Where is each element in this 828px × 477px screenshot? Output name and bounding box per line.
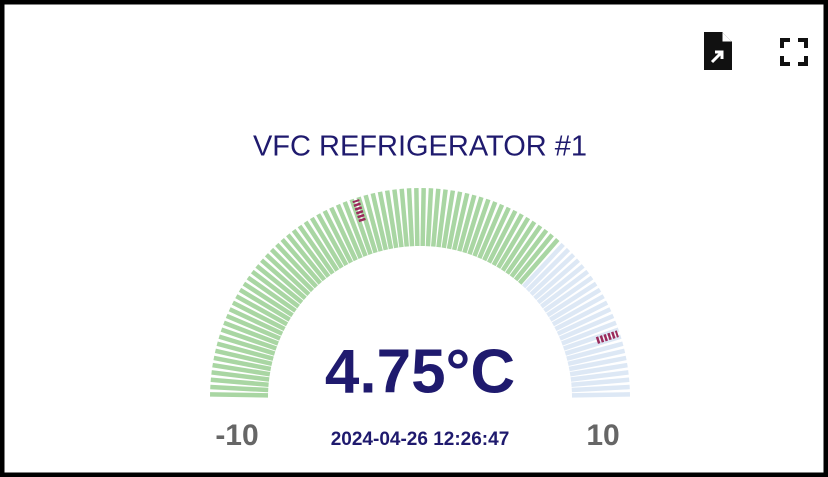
gauge-track-segment [568, 355, 627, 372]
gauge-fill-segment [303, 220, 340, 272]
gauge-fill-segment [225, 313, 281, 341]
gauge-fill-segment [218, 334, 276, 356]
gauge-track-segment [566, 341, 624, 361]
gauge-fill-segment [264, 253, 311, 296]
gauge-fill-segment [441, 190, 456, 249]
gauge-fill-segment [399, 188, 409, 247]
gauge-fill-segment [212, 362, 271, 377]
gauge-fill-segment [342, 201, 368, 257]
gauge-track-segment [540, 269, 590, 309]
gauge-fill-segment [457, 194, 477, 252]
gauge-fill-segment [209, 392, 269, 398]
gauge-track-segment [567, 348, 626, 366]
gauge-fill-segment [255, 264, 304, 305]
gauge-fill-segment [462, 196, 484, 254]
gauge-fill-segment [452, 192, 470, 251]
gauge-track-segment [546, 281, 598, 318]
gauge-fill-segment [242, 281, 294, 318]
gauge-fill-segment [477, 203, 505, 259]
gauge-fill-segment [228, 307, 284, 336]
threshold-marker [352, 199, 366, 223]
gauge-fill-segment [316, 213, 349, 267]
gauge-track-segment [571, 392, 631, 398]
gauge-fill-segment [414, 187, 420, 247]
gauge-fill-segment [425, 188, 434, 247]
gauge-fill-segment [260, 258, 307, 300]
threshold-marker [595, 330, 619, 344]
gauge-fill-segment [513, 233, 554, 282]
gauge-fill-segment [505, 224, 543, 275]
gauge-fill-segment [322, 209, 353, 264]
gauge-fill-segment [335, 203, 363, 259]
gauge-fill-segment [496, 216, 531, 269]
gauge-track-segment [570, 370, 629, 382]
gauge-fill-segment [500, 220, 537, 272]
gauge-fill-segment [431, 188, 441, 247]
gauge-fill-segment [518, 238, 560, 285]
gauge-fill-segment [269, 247, 315, 293]
gauge [209, 187, 631, 398]
gauge-fill-segment [231, 300, 286, 331]
gauge-fill-segment [210, 377, 269, 387]
gauge-fill-segment [214, 348, 273, 366]
gauge-fill-segment [297, 224, 335, 275]
gauge-fill-segment [509, 228, 549, 278]
gauge-fill-segment [220, 327, 278, 351]
gauge-track-segment [529, 253, 576, 296]
gauge-fill-segment [238, 287, 291, 322]
gauge-fill-segment [487, 209, 518, 264]
gauge-track-segment [556, 307, 612, 336]
gauge-track-segment [536, 264, 585, 305]
gauge-fill-segment [436, 189, 448, 248]
gauge-fill-segment [363, 194, 383, 252]
export-icon[interactable] [704, 32, 732, 70]
gauge-fill-segment [370, 192, 388, 251]
gauge-track-segment [543, 275, 594, 313]
gauge-fill-segment [216, 341, 274, 361]
gauge-fill-segment [235, 294, 289, 327]
gauge-fill-segment [213, 355, 272, 372]
gauge-track-segment [571, 377, 630, 387]
gauge-track-segment [571, 384, 630, 393]
gauge-fill-segment [467, 198, 491, 256]
gauge-fill-segment [491, 213, 524, 267]
gauge-fill-segment [280, 238, 322, 285]
gauge-max: 10 [586, 419, 619, 452]
fullscreen-icon[interactable] [780, 38, 808, 66]
gauge-track-segment [522, 242, 565, 289]
gauge-track-segment [551, 294, 605, 327]
gauge-track-segment [561, 320, 617, 346]
gauge-fill-segment [210, 384, 269, 393]
gauge-fill-segment [309, 216, 344, 269]
gauge-track-segment [533, 258, 580, 300]
gauge-track-segment [554, 300, 609, 331]
gauge-fill-segment [482, 206, 511, 262]
gauge-fill-segment [406, 188, 415, 247]
gauge-fill-segment [250, 269, 300, 309]
gauge-fill-segment [286, 233, 327, 282]
gauge-fill-segment [377, 191, 394, 250]
gauge-fill-segment [384, 190, 399, 249]
gauge-track-segment [549, 287, 602, 322]
gauge-fill-segment [472, 201, 498, 257]
timestamp: 2024-04-26 12:26:47 [331, 429, 510, 450]
gauge-fill-segment [211, 370, 270, 382]
gauge-fill-segment [246, 275, 297, 313]
gauge-min: -10 [215, 419, 258, 452]
gauge-fill-segment [275, 242, 318, 289]
gauge-track-segment [559, 313, 615, 341]
gauge-track-segment [569, 362, 628, 377]
gauge-fill-segment [223, 320, 279, 346]
gauge-value: 4.75°C [325, 337, 515, 406]
gauge-fill-segment [446, 191, 463, 250]
gauge-fill-segment [420, 187, 426, 247]
gauge-fill-segment [329, 206, 358, 262]
gauge-track-segment [525, 247, 571, 293]
gauge-fill-segment [291, 228, 331, 278]
gauge-title: VFC REFRIGERATOR #1 [253, 131, 587, 163]
gauge-fill-segment [392, 189, 404, 248]
